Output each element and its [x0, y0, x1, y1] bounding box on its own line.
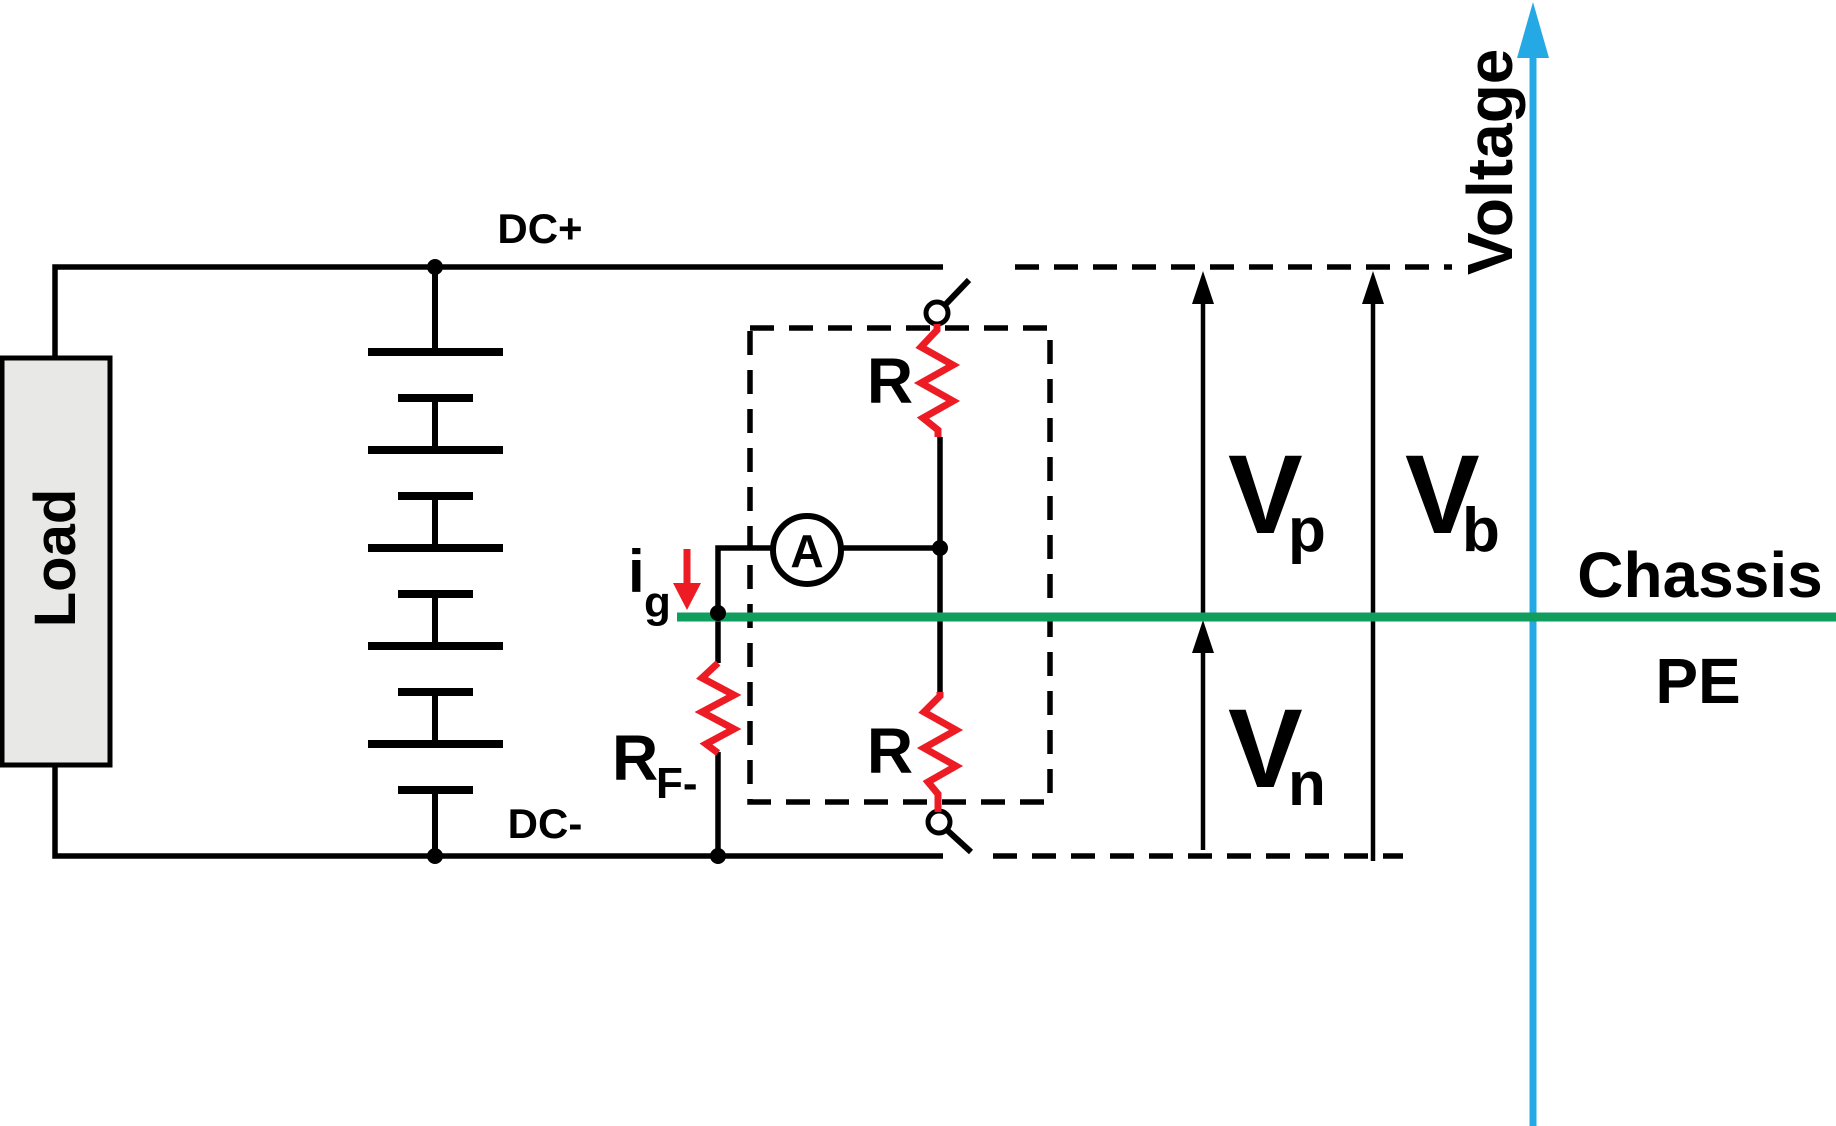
vb-label: V b [1405, 432, 1500, 565]
dc-minus-label: DC- [508, 800, 583, 847]
ig-label-base: i [628, 538, 645, 605]
ig-label: i g [628, 538, 671, 627]
ammeter-wire-left [715, 545, 775, 613]
battery-stack [368, 267, 503, 856]
vn-label: V n [1228, 686, 1326, 819]
switch-bottom [925, 808, 974, 855]
vb-label-sub: b [1462, 496, 1500, 565]
vn-arrow [1192, 620, 1214, 850]
ammeter-label: A [790, 525, 823, 577]
rf-label: R F- [612, 722, 698, 808]
load-box [0, 355, 113, 768]
switch-bottom-lever [945, 828, 974, 855]
switch-top-contact-icon [923, 299, 951, 327]
resistor-top-label: R [867, 345, 913, 417]
ig-label-sub: g [644, 578, 671, 627]
load-label: Load [23, 489, 88, 628]
vp-label-sub: p [1288, 496, 1326, 565]
junction-dot [932, 540, 948, 556]
resistor-fault-zigzag [694, 660, 742, 756]
vn-label-sub: n [1288, 750, 1326, 819]
switch-bottom-contact-icon [925, 808, 953, 836]
pe-label: PE [1655, 645, 1740, 717]
vp-arrowhead [1192, 271, 1214, 304]
ig-arrowhead [673, 583, 701, 610]
dc-minus-wire [52, 765, 943, 859]
rf-label-sub: F- [656, 759, 698, 808]
vb-arrow [1362, 271, 1384, 861]
switch-top [923, 277, 972, 327]
vp-label: V p [1228, 432, 1326, 565]
ammeter-circle-icon [770, 513, 844, 587]
junction-dot [427, 259, 443, 275]
voltage-axis-label: Voltage [1454, 49, 1526, 275]
dc-plus-wire [52, 264, 943, 358]
dashed-enclosure [747, 325, 1053, 805]
junction-dots [427, 259, 948, 864]
red-fault-elements [683, 324, 964, 812]
ammeter: A [770, 513, 844, 587]
junction-dot [710, 848, 726, 864]
chassis-label: Chassis [1577, 539, 1822, 611]
voltage-axis-arrowhead [1517, 2, 1549, 58]
junction-dot [427, 848, 443, 864]
vb-arrowhead [1362, 271, 1384, 304]
dc-plus-label: DC+ [497, 205, 582, 252]
vp-arrow [1192, 271, 1214, 617]
junction-dot [710, 605, 726, 621]
resistor-bottom-zigzag [916, 692, 964, 812]
vp-label-base: V [1228, 432, 1303, 557]
battery-long-plates [368, 348, 503, 748]
rf-label-base: R [612, 722, 658, 794]
switch-top-lever [943, 277, 972, 307]
vn-label-base: V [1228, 686, 1303, 811]
resistor-top-zigzag [913, 324, 961, 437]
vb-label-base: V [1405, 432, 1480, 557]
voltage-axis [1517, 2, 1549, 1126]
resistor-bottom-label: R [867, 715, 913, 787]
battery-short-plates [398, 394, 473, 794]
vn-arrowhead [1192, 620, 1214, 653]
